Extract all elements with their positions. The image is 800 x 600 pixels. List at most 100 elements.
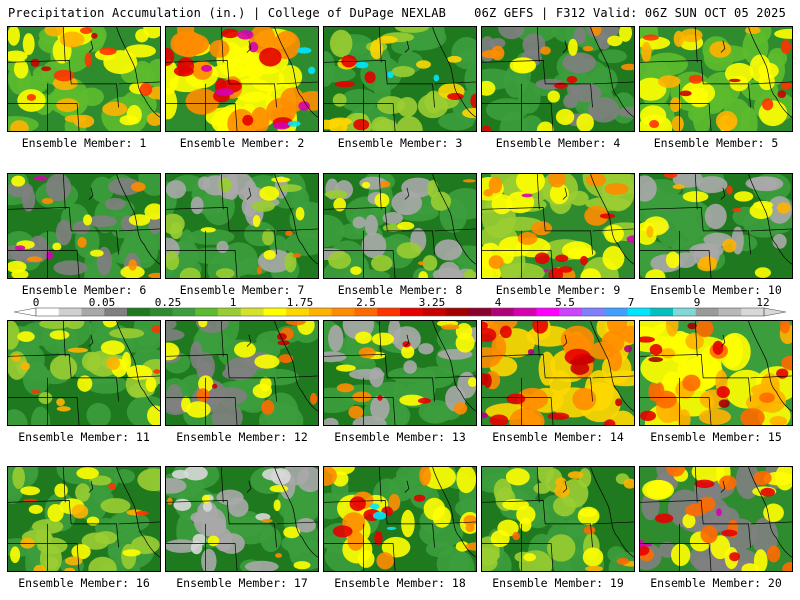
precip-contour <box>83 214 93 226</box>
precip-contour <box>275 553 282 558</box>
precip-contour <box>252 383 273 399</box>
ensemble-member-label: Ensemble Member: 18 <box>334 576 466 590</box>
precip-contour <box>284 494 318 524</box>
precip-contour <box>53 260 88 276</box>
precip-contour <box>395 116 423 131</box>
ensemble-member-label: Ensemble Member: 10 <box>650 283 782 297</box>
precip-contour <box>151 325 160 333</box>
precip-contour <box>602 245 625 271</box>
precip-contour <box>748 176 784 192</box>
precip-map <box>8 321 160 425</box>
precip-contour <box>263 249 276 260</box>
state-boundary-line <box>324 500 435 548</box>
precip-contour <box>721 333 743 369</box>
precip-contour <box>177 27 195 43</box>
ensemble-member-label: Ensemble Member: 8 <box>337 283 463 297</box>
precip-contour <box>447 92 464 100</box>
colorbar-segment <box>104 308 128 316</box>
precip-contour <box>640 197 679 225</box>
state-boundary-line <box>748 27 792 118</box>
precip-contour <box>269 485 289 493</box>
precip-contour <box>555 254 569 263</box>
precip-contour <box>278 64 303 89</box>
precip-contour <box>102 321 118 328</box>
precip-contour <box>580 255 588 266</box>
precip-contour <box>740 106 758 131</box>
precip-contour <box>604 183 629 195</box>
precip-contour <box>512 531 520 541</box>
precip-contour <box>753 549 768 571</box>
precip-contour <box>71 504 89 519</box>
precip-contour <box>370 395 390 421</box>
precip-contour <box>379 180 391 188</box>
state-boundary-line <box>694 321 698 357</box>
colorbar-segment <box>604 308 628 316</box>
precip-contour <box>285 321 306 326</box>
precip-contour <box>297 47 312 54</box>
precip-contour <box>763 503 784 522</box>
precip-contour <box>49 330 70 340</box>
colorbar-segment <box>582 308 606 316</box>
state-boundary-line <box>116 321 160 412</box>
colorbar-segment <box>513 308 537 316</box>
state-boundary-line <box>482 354 593 402</box>
precip-contour <box>568 38 578 56</box>
precip-contour <box>655 382 665 402</box>
state-boundary-line <box>62 321 66 357</box>
precip-contour <box>44 27 64 37</box>
colorbar-segment <box>491 308 515 316</box>
state-boundary-line <box>640 397 712 425</box>
precip-contour <box>671 115 684 131</box>
state-boundary-line <box>220 27 224 63</box>
precip-contour <box>580 268 601 278</box>
precip-contour <box>618 106 634 118</box>
precip-contour <box>697 259 717 272</box>
precip-contour <box>139 82 153 96</box>
precip-contour <box>578 355 595 364</box>
precip-contour <box>128 259 137 271</box>
precip-contour <box>558 266 573 273</box>
precip-contour <box>682 374 701 392</box>
colorbar-max-arrow <box>763 307 787 317</box>
precip-contour <box>536 467 554 484</box>
precip-contour <box>453 402 468 415</box>
precip-contour <box>39 544 62 571</box>
precip-contour <box>626 235 634 243</box>
precip-contour <box>740 408 765 425</box>
precip-contour <box>11 175 26 187</box>
state-boundary-line <box>166 500 277 548</box>
precip-map <box>640 174 792 278</box>
state-boundary-line <box>536 321 540 357</box>
precip-contour <box>419 467 431 486</box>
state-boundary-line <box>562 480 568 493</box>
precip-contour <box>758 72 775 91</box>
precip-contour <box>33 564 46 571</box>
precip-contour <box>91 32 98 39</box>
state-boundary-line <box>220 321 224 357</box>
precip-contour <box>10 546 21 564</box>
precip-contour <box>284 252 297 273</box>
precip-contour <box>482 553 498 571</box>
precip-contour <box>11 353 21 363</box>
precip-contour <box>177 57 195 74</box>
precip-contour <box>576 113 594 131</box>
state-boundary-line <box>166 60 277 108</box>
precip-contour <box>386 526 397 530</box>
precip-contour <box>122 549 141 557</box>
state-boundary-line <box>720 480 726 493</box>
precip-contour <box>588 96 620 123</box>
state-boundary-line <box>432 467 476 558</box>
colorbar-segment <box>127 308 151 316</box>
precip-contour <box>39 321 71 330</box>
precip-map <box>482 467 634 571</box>
precip-contour <box>181 396 191 413</box>
precip-contour <box>324 417 339 425</box>
precip-contour <box>348 368 385 380</box>
precip-contour <box>673 30 684 47</box>
precip-contour <box>563 94 578 109</box>
colorbar-segment <box>218 308 242 316</box>
precip-contour <box>753 200 773 210</box>
precip-contour <box>109 328 145 339</box>
state-boundary-line <box>276 521 318 525</box>
precip-contour <box>257 266 262 275</box>
